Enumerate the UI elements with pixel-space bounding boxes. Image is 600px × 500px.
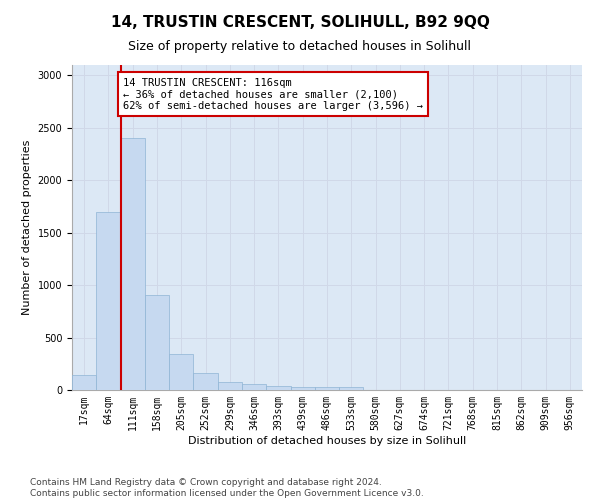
Text: Size of property relative to detached houses in Solihull: Size of property relative to detached ho… (128, 40, 472, 53)
Bar (242, 384, 266, 390)
Bar (290, 388, 315, 390)
Bar (169, 354, 193, 390)
Text: 14, TRUSTIN CRESCENT, SOLIHULL, B92 9QQ: 14, TRUSTIN CRESCENT, SOLIHULL, B92 9QQ (110, 15, 490, 30)
Bar (193, 373, 218, 390)
Y-axis label: Number of detached properties: Number of detached properties (22, 140, 32, 315)
Text: Contains HM Land Registry data © Crown copyright and database right 2024.
Contai: Contains HM Land Registry data © Crown c… (30, 478, 424, 498)
Bar (315, 388, 339, 390)
Bar (121, 138, 145, 390)
Bar (266, 386, 290, 390)
Text: 14 TRUSTIN CRESCENT: 116sqm
← 36% of detached houses are smaller (2,100)
62% of : 14 TRUSTIN CRESCENT: 116sqm ← 36% of det… (123, 78, 423, 111)
Bar (218, 382, 242, 390)
Bar (96, 212, 121, 390)
Bar (72, 376, 96, 390)
Bar (145, 294, 169, 390)
Bar (339, 388, 364, 390)
X-axis label: Distribution of detached houses by size in Solihull: Distribution of detached houses by size … (188, 436, 466, 446)
